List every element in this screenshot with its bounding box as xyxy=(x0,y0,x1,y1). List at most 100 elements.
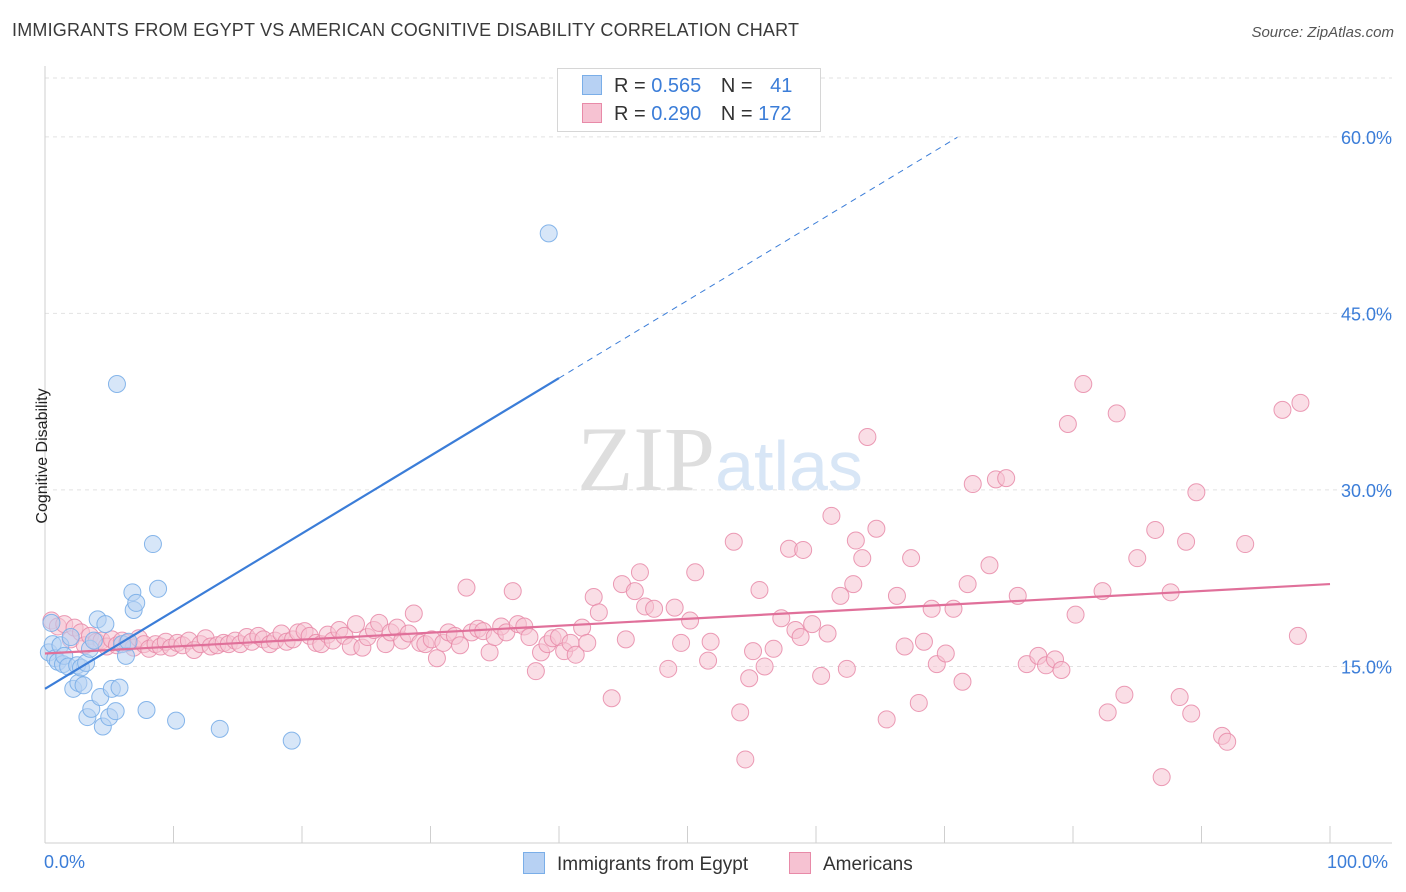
americans-point xyxy=(740,669,759,688)
americans-point xyxy=(980,556,999,575)
egypt-point xyxy=(143,535,162,554)
bottom-legend-swatch-egypt xyxy=(523,852,545,874)
egypt-trend-line xyxy=(44,377,560,690)
americans-point xyxy=(645,599,664,618)
americans-point xyxy=(1273,400,1292,419)
americans-point xyxy=(1288,626,1307,645)
americans-point xyxy=(1066,605,1085,624)
americans-point xyxy=(672,633,691,652)
egypt-point xyxy=(96,615,115,634)
legend-r-value-egypt: 0.565 xyxy=(651,75,702,97)
americans-point xyxy=(1098,703,1117,722)
egypt-point xyxy=(107,375,126,393)
americans-point xyxy=(764,639,783,658)
americans-point xyxy=(963,475,982,494)
americans-point xyxy=(1107,404,1126,423)
egypt-point xyxy=(84,631,103,650)
americans-point xyxy=(844,575,863,594)
americans-point xyxy=(526,662,545,681)
y-tick-label: 15.0% xyxy=(1341,657,1392,677)
y-tick-label: 60.0% xyxy=(1341,128,1392,148)
egypt-point xyxy=(42,613,61,632)
americans-point xyxy=(404,604,423,623)
egypt-point xyxy=(282,731,301,750)
americans-point xyxy=(803,615,822,634)
bottom-legend-label-egypt: Immigrants from Egypt xyxy=(557,854,749,875)
americans-point xyxy=(665,598,684,617)
legend-swatch-egypt xyxy=(582,75,602,95)
americans-point xyxy=(837,659,856,678)
americans-point xyxy=(736,750,755,769)
y-axis-label: Cognitive Disability xyxy=(34,388,52,524)
americans-point xyxy=(584,588,603,607)
americans-point xyxy=(818,624,837,643)
americans-point xyxy=(480,643,499,662)
americans-point xyxy=(1291,393,1310,412)
americans-point xyxy=(1170,688,1189,707)
americans-point xyxy=(1152,768,1171,787)
americans-point xyxy=(895,637,914,656)
americans-trend-line xyxy=(44,582,1331,655)
americans-point xyxy=(681,611,700,630)
americans-point xyxy=(427,649,446,668)
americans-point xyxy=(858,427,877,446)
americans-point xyxy=(1052,660,1071,679)
x-tick-label-min: 0.0% xyxy=(44,852,86,872)
y-tick-label: 30.0% xyxy=(1341,481,1392,501)
americans-point xyxy=(936,644,955,663)
americans-point xyxy=(944,599,963,618)
egypt-trend-extension xyxy=(558,136,958,379)
americans-point xyxy=(997,469,1016,488)
americans-point xyxy=(755,657,774,676)
legend-box: R = 0.565 N = 41 R = 0.290 N = 172 xyxy=(557,68,821,132)
americans-point xyxy=(1218,732,1237,751)
egypt-point xyxy=(539,224,558,243)
americans-point xyxy=(794,540,813,559)
americans-point xyxy=(822,506,841,525)
americans-point xyxy=(846,531,865,550)
americans-point xyxy=(914,632,933,651)
americans-point xyxy=(578,633,597,652)
bottom-legend-label-americans: Americans xyxy=(823,854,913,875)
americans-point xyxy=(1115,685,1134,704)
americans-point xyxy=(686,563,705,582)
legend-row-americans: R = 0.290 N = 172 xyxy=(582,103,792,126)
americans-point xyxy=(887,586,906,605)
bottom-legend-egypt: Immigrants from Egypt xyxy=(523,852,748,876)
americans-point xyxy=(922,599,941,618)
americans-point xyxy=(520,628,539,647)
egypt-point xyxy=(74,676,93,695)
legend-n-value-egypt: 41 xyxy=(770,75,793,97)
legend-row-egypt: R = 0.565 N = 41 xyxy=(582,75,792,98)
americans-point xyxy=(731,703,750,722)
americans-point xyxy=(659,659,678,678)
legend-n-label: N = xyxy=(720,75,753,97)
americans-point xyxy=(503,582,522,601)
americans-point xyxy=(1058,415,1077,434)
americans-point xyxy=(699,651,718,670)
americans-point xyxy=(573,618,592,637)
americans-point xyxy=(1187,483,1206,502)
bottom-legend-swatch-americans xyxy=(789,852,811,874)
americans-point xyxy=(744,642,763,661)
americans-point xyxy=(831,586,850,605)
americans-point xyxy=(451,636,470,655)
chart-title: IMMIGRANTS FROM EGYPT VS AMERICAN COGNIT… xyxy=(12,20,800,40)
egypt-point xyxy=(110,678,129,697)
americans-point xyxy=(346,615,365,634)
americans-point xyxy=(566,645,585,664)
legend-swatch-americans xyxy=(582,103,602,123)
americans-point xyxy=(1146,520,1165,539)
americans-point xyxy=(750,580,769,599)
legend-n-label: N = xyxy=(720,103,753,125)
americans-point xyxy=(1177,532,1196,551)
americans-point xyxy=(1128,549,1147,568)
americans-point xyxy=(877,710,896,729)
americans-point xyxy=(630,563,649,582)
legend-r-label: R = xyxy=(614,103,646,125)
americans-point xyxy=(724,532,743,551)
egypt-point xyxy=(137,701,156,720)
y-tick-label: 45.0% xyxy=(1341,304,1392,324)
egypt-point xyxy=(106,702,125,721)
